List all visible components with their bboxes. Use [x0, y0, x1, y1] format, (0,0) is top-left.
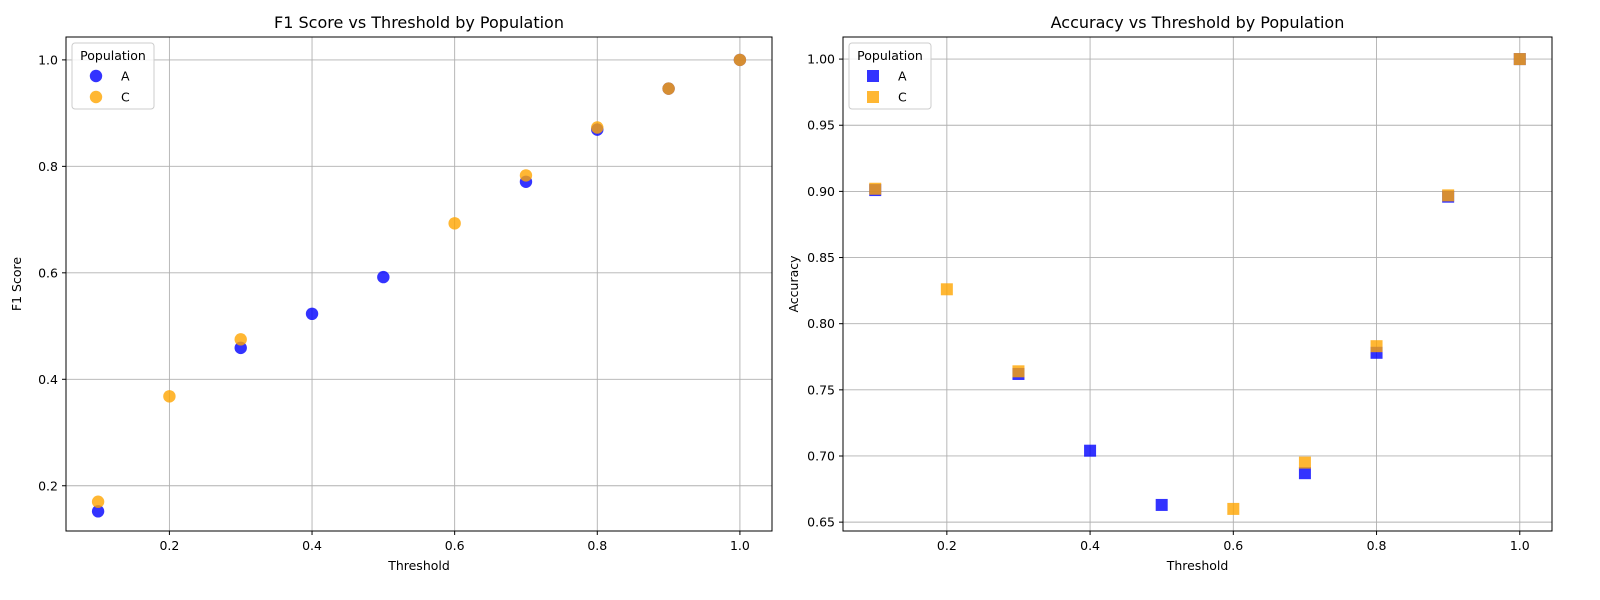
x-axis-label: Threshold — [387, 558, 450, 573]
legend: Population AC — [848, 42, 932, 110]
y-tick-label: 0.2 — [38, 478, 58, 493]
chart-title: F1 Score vs Threshold by Population — [274, 13, 564, 32]
data-point-a — [305, 307, 319, 321]
x-tick-label: 0.4 — [302, 538, 322, 553]
x-axis-label: Threshold — [1166, 558, 1229, 573]
legend-title: Population — [80, 48, 146, 63]
y-axis-label: Accuracy — [786, 255, 801, 313]
y-tick-label: 0.70 — [807, 448, 835, 463]
data-point-c — [591, 121, 604, 134]
y-tick-label: 0.65 — [807, 515, 835, 530]
x-tick-label: 0.6 — [445, 538, 465, 553]
data-point-a — [377, 270, 390, 284]
chart-title: Accuracy vs Threshold by Population — [1051, 13, 1345, 32]
y-tick-label: 0.8 — [38, 159, 58, 174]
data-point-c — [163, 390, 176, 403]
data-point-c — [234, 333, 247, 346]
x-tick-label: 0.4 — [1080, 538, 1100, 553]
legend-title: Population — [857, 48, 923, 63]
legend: Population AC — [71, 42, 155, 110]
legend-label-a: A — [121, 69, 130, 84]
y-axis-label: F1 Score — [9, 257, 24, 311]
data-point-c — [662, 82, 675, 95]
x-tick-label: 1.0 — [730, 538, 750, 553]
legend-marker-c — [89, 90, 103, 104]
data-point-c — [733, 53, 747, 67]
plot-frame — [842, 36, 1553, 532]
data-points — [869, 53, 1526, 515]
gridlines — [66, 37, 772, 531]
y-tick-label: 0.80 — [807, 316, 835, 331]
data-point-c — [1513, 53, 1526, 66]
data-point-a — [91, 505, 105, 518]
x-tick-label: 0.2 — [937, 538, 957, 553]
accuracy-panel: 0.2 0.4 0.6 0.8 1.0 0.65 0.70 0.75 0.80 0.85 0.90 0… — [786, 13, 1553, 573]
data-point-c — [869, 182, 882, 195]
y-tick-label: 0.95 — [807, 118, 835, 133]
data-point-c — [91, 495, 105, 508]
legend-label-c: C — [898, 90, 907, 105]
data-point-c — [940, 283, 953, 296]
plot-frame — [65, 36, 773, 532]
data-point-a — [1298, 467, 1311, 480]
data-point-a — [1155, 498, 1168, 511]
y-tick-label: 1.00 — [807, 52, 835, 67]
y-tick-label: 0.6 — [38, 265, 58, 280]
legend-marker-a — [89, 69, 103, 83]
y-tick-label: 0.75 — [807, 382, 835, 397]
legend-marker-c — [867, 91, 879, 103]
data-point-a — [234, 341, 247, 355]
data-point-c — [1370, 340, 1383, 353]
x-tick-label: 0.2 — [159, 538, 179, 553]
y-tick-label: 0.4 — [38, 372, 58, 387]
y-tick-label: 0.90 — [807, 184, 835, 199]
x-tick-label: 0.8 — [1367, 538, 1387, 553]
legend-label-c: C — [121, 90, 130, 105]
legend-marker-a — [867, 70, 879, 82]
y-tick-label: 0.85 — [807, 250, 835, 265]
data-point-c — [1227, 502, 1240, 515]
x-tick-label: 0.6 — [1223, 538, 1243, 553]
legend-label-a: A — [898, 69, 907, 84]
f1-score-panel: 0.2 0.4 0.6 0.8 1.0 0.2 0.4 0.6 0.8 1.0 F1 Score v… — [9, 13, 773, 573]
y-tick-label: 1.0 — [38, 52, 58, 67]
data-point-c — [1298, 456, 1311, 469]
data-point-c — [448, 217, 461, 230]
data-point-c — [519, 169, 533, 182]
data-point-c — [1012, 365, 1025, 378]
x-tick-label: 1.0 — [1510, 538, 1530, 553]
data-points — [91, 53, 747, 518]
x-tick-label: 0.8 — [587, 538, 607, 553]
data-point-c — [1442, 189, 1455, 202]
data-point-a — [1084, 444, 1097, 457]
